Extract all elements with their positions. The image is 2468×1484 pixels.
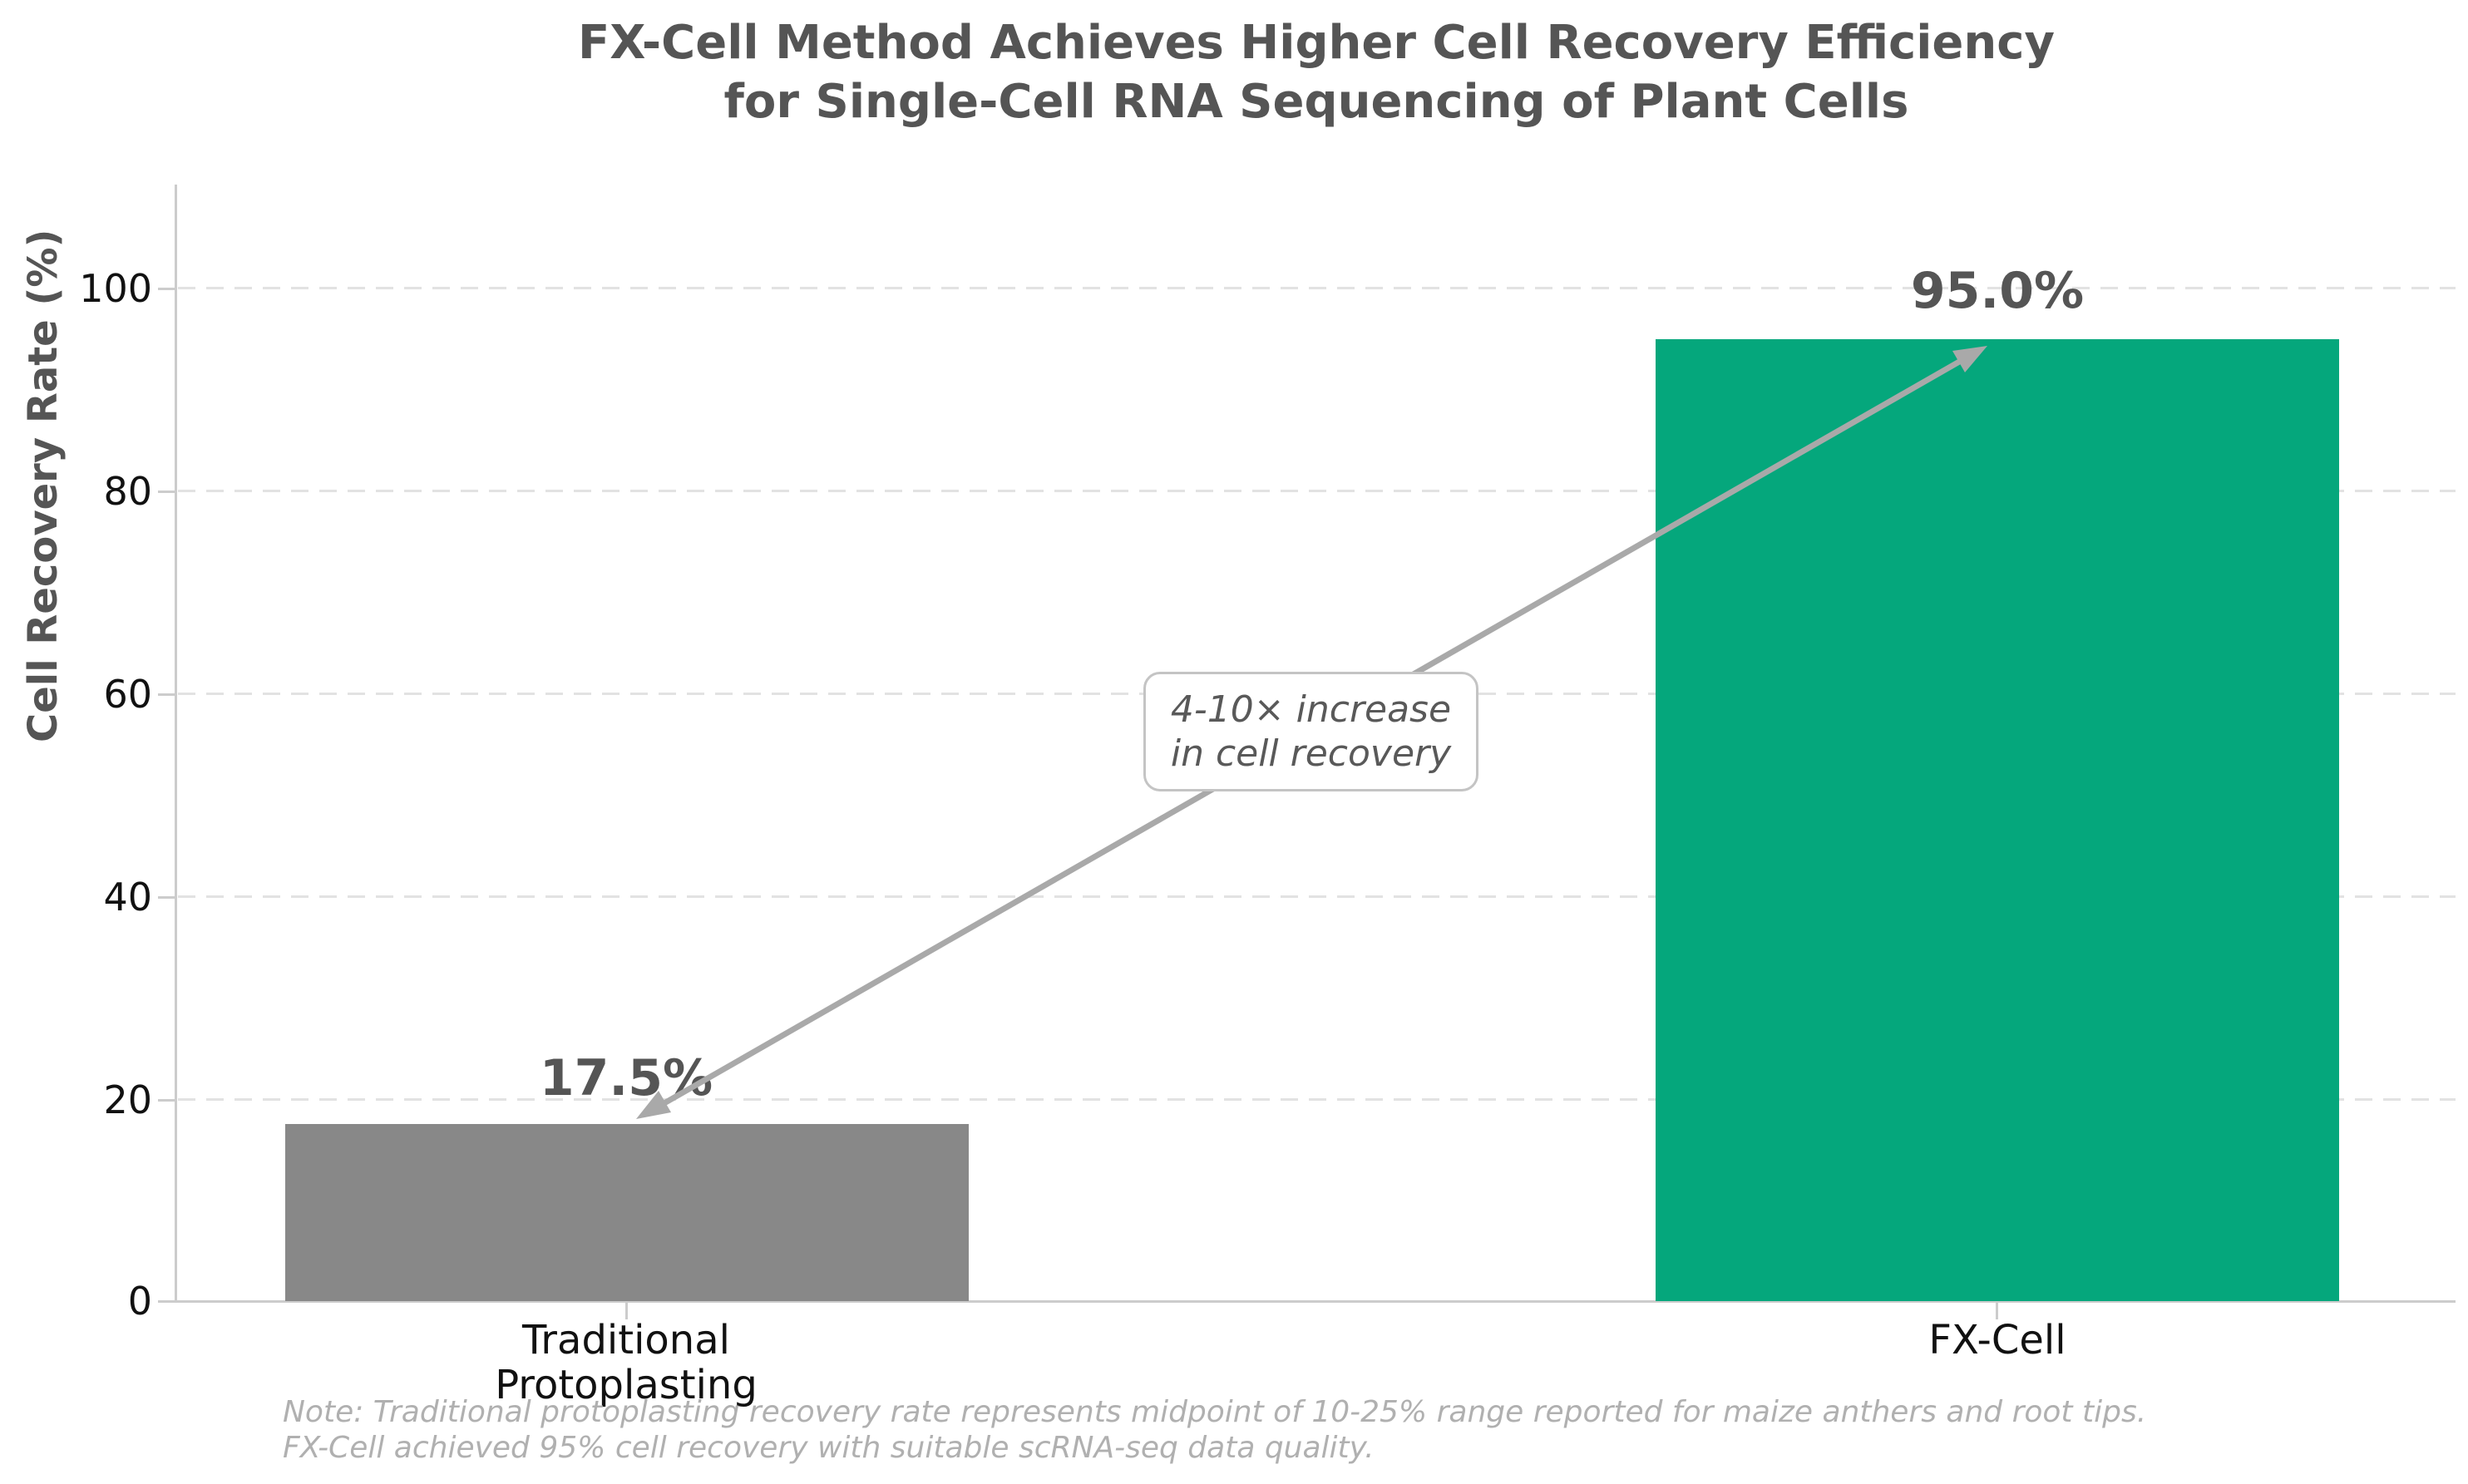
value-label-traditional: 17.5%	[539, 1049, 713, 1107]
x-tick-label-fx-cell: FX-Cell	[1928, 1317, 2066, 1363]
y-tick-mark-80	[158, 491, 175, 493]
x-tick-label-traditional: Traditional Protoplasting	[495, 1317, 758, 1408]
y-axis-spine	[175, 185, 177, 1303]
y-tick-label-100: 100	[79, 266, 152, 311]
annotation-box: 4-10× increase in cell recovery	[1143, 672, 1478, 791]
chart-title: FX-Cell Method Achieves Higher Cell Reco…	[578, 16, 2055, 129]
y-tick-label-40: 40	[103, 875, 152, 919]
x-tick-mark-fx-cell	[1996, 1303, 1998, 1319]
y-tick-label-80: 80	[103, 469, 152, 514]
x-tick-mark-traditional	[625, 1303, 628, 1319]
y-tick-mark-60	[158, 693, 175, 696]
bar-traditional-protoplasting	[285, 1124, 969, 1301]
y-tick-label-20: 20	[103, 1077, 152, 1122]
x-axis-line	[175, 1300, 2456, 1303]
y-tick-mark-20	[158, 1099, 175, 1102]
value-label-fx-cell: 95.0%	[1910, 262, 2085, 320]
y-tick-label-60: 60	[103, 672, 152, 717]
y-tick-mark-0	[158, 1300, 175, 1303]
annotation-text: 4-10× increase in cell recovery	[1170, 688, 1452, 775]
y-tick-label-0: 0	[127, 1279, 152, 1324]
gridline-100	[178, 287, 2456, 289]
y-tick-mark-100	[158, 288, 175, 290]
footnote: Note: Traditional protoplasting recovery…	[283, 1395, 2147, 1465]
y-tick-mark-40	[158, 896, 175, 899]
bar-fx-cell	[1656, 339, 2339, 1301]
